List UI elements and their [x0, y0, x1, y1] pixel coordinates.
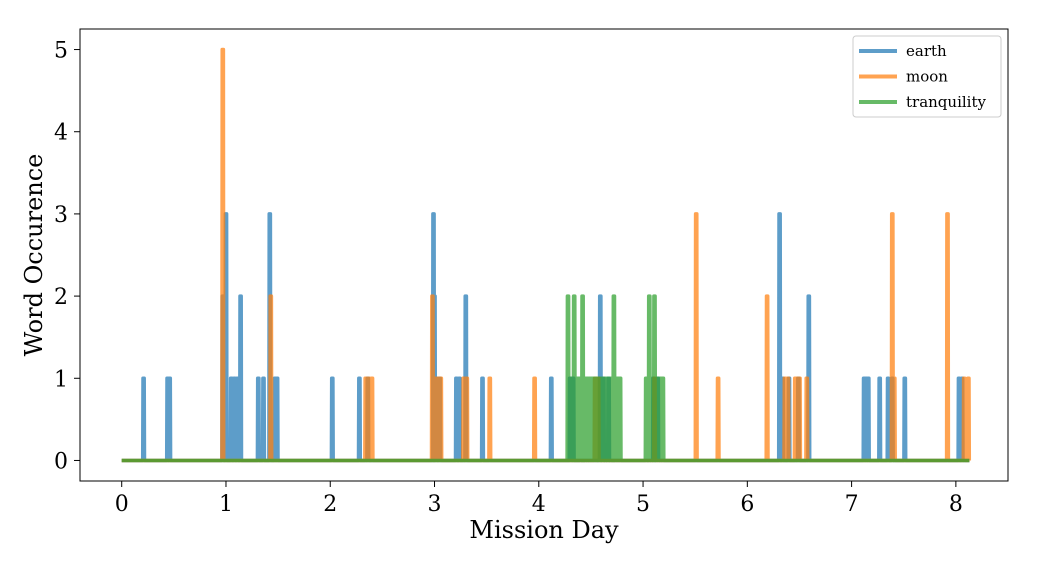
x-axis-label: Mission Day [469, 516, 619, 544]
y-tick-label: 4 [54, 121, 68, 146]
x-tick-label: 1 [219, 492, 233, 517]
y-tick-label: 5 [54, 39, 68, 64]
y-axis: 0 1 2 3 4 5 [54, 39, 80, 474]
x-axis: 0 1 2 3 4 5 6 7 8 [115, 481, 963, 517]
x-tick-label: 7 [845, 492, 859, 517]
x-tick-label: 3 [428, 492, 442, 517]
plot-series [121, 47, 972, 463]
y-tick-label: 3 [54, 203, 68, 228]
y-axis-label: Word Occurence [20, 154, 48, 357]
x-tick-label: 5 [636, 492, 650, 517]
y-tick-label: 0 [54, 449, 68, 474]
legend-label-moon: moon [906, 68, 948, 86]
plot-frame [79, 28, 1009, 482]
x-tick-label: 0 [115, 492, 129, 517]
legend-label-tranquility: tranquility [906, 93, 986, 111]
y-tick-label: 1 [54, 367, 68, 392]
series-line-earth [121, 212, 970, 463]
legend: earth moon tranquility [852, 35, 1002, 118]
legend-box [852, 35, 1002, 118]
series-line-moon [121, 47, 972, 463]
x-tick-label: 6 [740, 492, 754, 517]
series-line-tranquility [121, 294, 970, 463]
legend-label-earth: earth [906, 42, 947, 60]
x-tick-label: 8 [949, 492, 963, 517]
x-tick-label: 4 [532, 492, 546, 517]
x-tick-label: 2 [323, 492, 337, 517]
y-tick-label: 2 [54, 285, 68, 310]
